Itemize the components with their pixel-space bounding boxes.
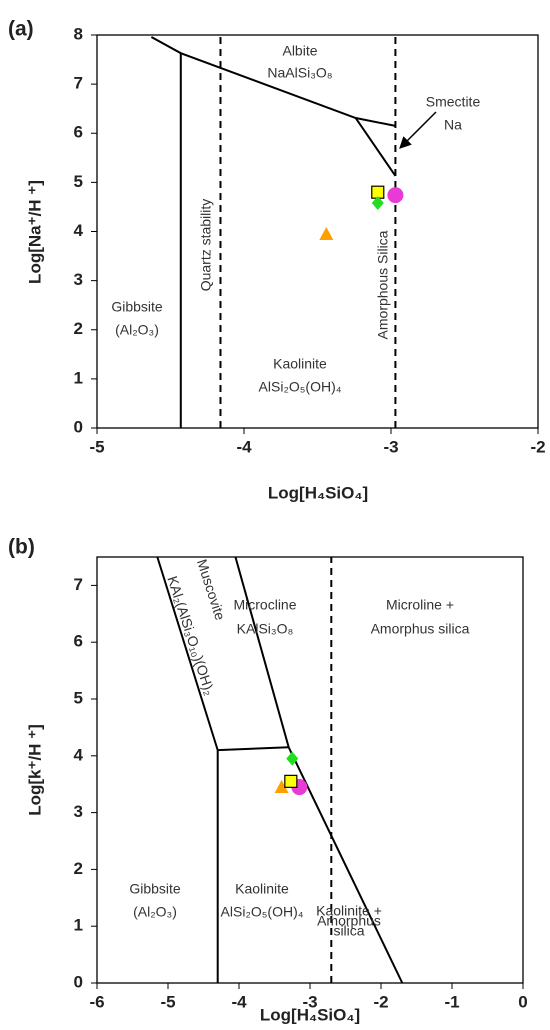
- region-label: (Al₂O₃): [115, 322, 159, 338]
- boundary-line: [156, 556, 219, 751]
- y-tick-label: 7: [74, 74, 83, 93]
- region-label: Amorphus silica: [371, 621, 470, 637]
- region-label: Quartz stability: [198, 199, 214, 292]
- y-tick-label: 0: [74, 972, 83, 991]
- boundary-line: [217, 746, 289, 752]
- panel-label: (b): [8, 536, 35, 559]
- x-tick-label: -3: [302, 992, 317, 1011]
- region-label: Gibbsite: [129, 881, 181, 897]
- point: [387, 187, 404, 204]
- boundary-line: [354, 117, 397, 177]
- boundary-line: [150, 36, 396, 127]
- y-tick-label: 7: [74, 575, 83, 594]
- y-tick-label: 3: [74, 270, 83, 289]
- y-tick-label: 1: [74, 368, 83, 387]
- point: [319, 226, 334, 240]
- y-axis-title: Log[Na⁺/H ⁺]: [25, 180, 44, 284]
- x-tick-label: -5: [160, 992, 175, 1011]
- region-label: Na: [444, 117, 462, 133]
- region-label: Microline +: [386, 597, 454, 613]
- y-tick-label: 5: [74, 688, 83, 707]
- region-label: (Al₂O₃): [133, 904, 177, 920]
- point: [284, 774, 298, 788]
- y-tick-label: 8: [74, 24, 83, 43]
- x-tick-label: -1: [444, 992, 459, 1011]
- point: [371, 196, 384, 211]
- region-label: AlSi₂O₅(OH)₄: [259, 379, 342, 395]
- boundary-line: [234, 556, 404, 984]
- region-label: Amorphous Silica: [375, 230, 391, 339]
- x-axis-title: Log[H₄SiO₄]: [260, 1005, 360, 1024]
- panel-label: (a): [8, 18, 34, 41]
- y-tick-label: 4: [74, 221, 84, 240]
- x-tick-label: -2: [373, 992, 388, 1011]
- region-label: Gibbsite: [111, 299, 163, 315]
- region-label: AlSi₂O₅(OH)₄: [221, 904, 304, 920]
- y-tick-label: 1: [74, 916, 83, 935]
- point: [274, 780, 289, 794]
- region-label: Smectite: [426, 94, 481, 110]
- region-label: silica: [333, 923, 364, 939]
- x-tick-label: 0: [518, 992, 527, 1011]
- y-tick-label: 2: [74, 859, 83, 878]
- y-tick-label: 6: [74, 123, 83, 142]
- region-label: NaAlSi₃O₈: [267, 65, 332, 81]
- y-tick-label: 5: [74, 172, 83, 191]
- y-axis-title: Log[k⁺/H ⁺]: [25, 724, 44, 816]
- region-label: Muscovite: [194, 557, 229, 622]
- x-tick-label: -5: [89, 437, 104, 456]
- pointer-arrow: [399, 111, 437, 149]
- x-tick-label: -3: [383, 437, 398, 456]
- region-label: Kaolinite: [235, 881, 289, 897]
- point: [286, 751, 299, 766]
- region-label: Amorphus: [317, 913, 381, 929]
- region-label: Kaolinite: [273, 356, 327, 372]
- region-label: KAlSi₃O₈: [237, 621, 294, 637]
- y-tick-label: 3: [74, 802, 83, 821]
- region-label: Microcline: [233, 597, 296, 613]
- x-tick-label: -2: [530, 437, 545, 456]
- x-axis-title: Log[H₄SiO₄]: [268, 483, 368, 502]
- x-tick-label: -4: [236, 437, 252, 456]
- x-tick-label: -4: [231, 992, 247, 1011]
- region-label: Albite: [282, 43, 317, 59]
- y-tick-label: 2: [74, 319, 83, 338]
- y-tick-label: 4: [74, 745, 84, 764]
- x-tick-label: -6: [89, 992, 104, 1011]
- y-tick-label: 6: [74, 632, 83, 651]
- y-tick-label: 0: [74, 417, 83, 436]
- region-label: Kaolinite +: [316, 903, 382, 919]
